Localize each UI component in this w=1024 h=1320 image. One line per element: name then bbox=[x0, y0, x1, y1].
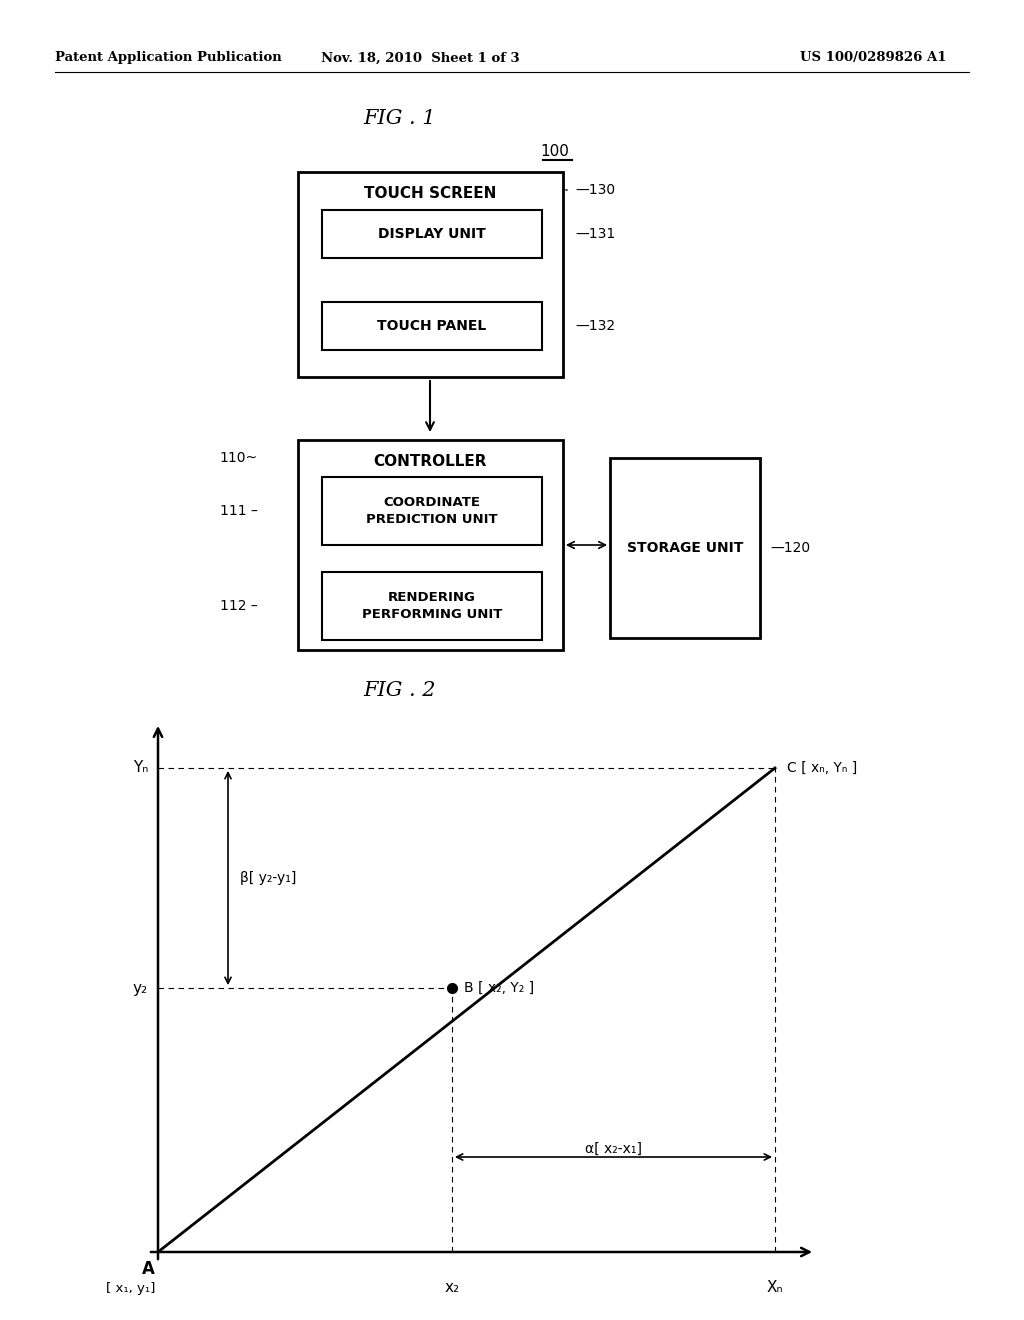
Text: US 100/0289826 A1: US 100/0289826 A1 bbox=[800, 51, 946, 65]
Bar bbox=[322, 302, 542, 350]
Text: 100: 100 bbox=[541, 144, 569, 160]
Text: 112 –: 112 – bbox=[220, 599, 258, 612]
Bar bbox=[610, 458, 760, 638]
Text: FIG . 2: FIG . 2 bbox=[364, 681, 436, 700]
Text: STORAGE UNIT: STORAGE UNIT bbox=[627, 541, 743, 554]
Text: β[ y₂-y₁]: β[ y₂-y₁] bbox=[240, 871, 296, 884]
Text: Yₙ: Yₙ bbox=[133, 760, 148, 776]
Text: —120: —120 bbox=[770, 541, 810, 554]
Bar bbox=[322, 210, 542, 257]
Text: —131: —131 bbox=[575, 227, 615, 242]
Text: —132: —132 bbox=[575, 319, 615, 333]
Text: TOUCH SCREEN: TOUCH SCREEN bbox=[365, 186, 497, 202]
Text: 111 –: 111 – bbox=[220, 504, 258, 517]
Text: y₂: y₂ bbox=[133, 981, 148, 995]
Text: COORDINATE
PREDICTION UNIT: COORDINATE PREDICTION UNIT bbox=[367, 496, 498, 525]
Text: TOUCH PANEL: TOUCH PANEL bbox=[378, 319, 486, 333]
Bar bbox=[322, 572, 542, 640]
Text: B [ x₂, Y₂ ]: B [ x₂, Y₂ ] bbox=[464, 981, 535, 995]
Bar bbox=[298, 172, 563, 378]
Text: Xₙ: Xₙ bbox=[767, 1280, 783, 1295]
Text: Nov. 18, 2010  Sheet 1 of 3: Nov. 18, 2010 Sheet 1 of 3 bbox=[321, 51, 519, 65]
Text: [ x₁, y₁]: [ x₁, y₁] bbox=[105, 1282, 155, 1295]
Text: α[ x₂-x₁]: α[ x₂-x₁] bbox=[585, 1142, 642, 1156]
Text: FIG . 1: FIG . 1 bbox=[364, 108, 436, 128]
Text: 110~: 110~ bbox=[220, 451, 258, 465]
Text: —130: —130 bbox=[575, 183, 615, 197]
Bar bbox=[322, 477, 542, 545]
Text: RENDERING
PERFORMING UNIT: RENDERING PERFORMING UNIT bbox=[361, 591, 502, 620]
Text: DISPLAY UNIT: DISPLAY UNIT bbox=[378, 227, 485, 242]
Text: C [ xₙ, Yₙ ]: C [ xₙ, Yₙ ] bbox=[787, 762, 857, 775]
Text: Patent Application Publication: Patent Application Publication bbox=[55, 51, 282, 65]
Bar bbox=[298, 440, 563, 649]
Text: CONTROLLER: CONTROLLER bbox=[374, 454, 487, 470]
Text: A: A bbox=[142, 1261, 155, 1278]
Text: x₂: x₂ bbox=[444, 1280, 460, 1295]
